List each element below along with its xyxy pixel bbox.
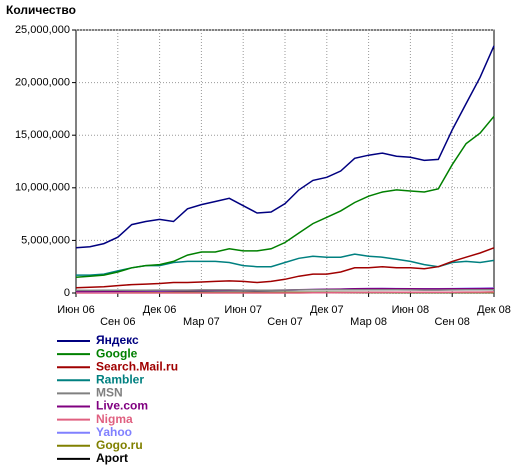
legend-label: Gogo.ru <box>96 438 143 452</box>
y-axis-title: Количество <box>6 3 76 17</box>
legend-label: Nigma <box>96 412 133 426</box>
legend-label: Google <box>96 346 138 360</box>
legend-label: Яндекс <box>96 333 139 347</box>
x-tick-label: Сен 07 <box>267 316 302 328</box>
series-line <box>75 45 495 249</box>
x-tick-label: Дек 08 <box>477 304 511 316</box>
x-tick-label: Июн 08 <box>392 304 430 316</box>
y-tick-label: 5,000,000 <box>21 234 70 246</box>
legend-label: Search.Mail.ru <box>96 359 178 373</box>
x-tick-label: Дек 06 <box>143 304 177 316</box>
x-tick-label: Сен 06 <box>100 316 135 328</box>
x-tick-label: Сен 08 <box>434 316 469 328</box>
x-tick-label: Мар 08 <box>350 316 387 328</box>
legend-label: Aport <box>96 451 128 465</box>
series-line <box>75 115 495 278</box>
y-tick-label: 20,000,000 <box>15 77 70 89</box>
legend-label: Live.com <box>96 399 148 413</box>
series-line <box>75 247 495 289</box>
x-tick-label: Июн 06 <box>57 304 95 316</box>
y-tick-label: 10,000,000 <box>15 182 70 194</box>
x-tick-label: Мар 07 <box>183 316 220 328</box>
series-line <box>76 291 495 294</box>
legend-label: Rambler <box>96 372 144 386</box>
y-tick-label: 15,000,000 <box>15 129 70 141</box>
legend-label: Yahoo <box>96 425 132 439</box>
series-line <box>76 288 495 292</box>
y-tick-label: 25,000,000 <box>15 24 70 36</box>
x-tick-label: Июн 07 <box>224 304 262 316</box>
y-tick-label: 0 <box>64 287 70 299</box>
legend-label: MSN <box>96 386 123 400</box>
x-tick-label: Дек 07 <box>310 304 344 316</box>
